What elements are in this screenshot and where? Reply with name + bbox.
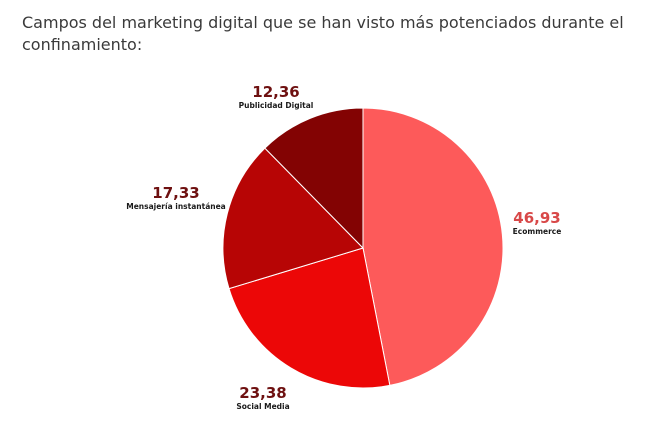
slice-value-label: 23,38 (239, 384, 286, 402)
slice-value-label: 17,33 (152, 184, 199, 202)
slice-category-label: Publicidad Digital (239, 101, 314, 110)
slice-category-label: Mensajería instantánea (126, 202, 226, 211)
pie-slice-publicidad-digital (264, 107, 364, 250)
pie-slice-ecommerce (362, 107, 504, 386)
pie-slice-social-media (228, 247, 391, 389)
slice-category-label: Social Media (236, 402, 289, 411)
pie-slices (222, 107, 504, 389)
pie-slice-mensajeria-instantanea (222, 147, 364, 290)
slice-value-label: 46,93 (513, 209, 560, 227)
slice-value-label: 12,36 (252, 83, 299, 101)
slice-category-label: Ecommerce (513, 227, 562, 236)
chart-title: Campos del marketing digital que se han … (22, 13, 624, 54)
